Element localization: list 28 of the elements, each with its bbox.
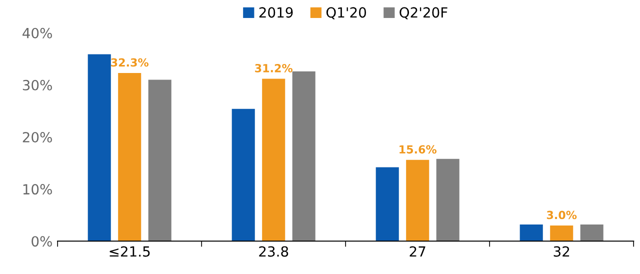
- data-label: 32.3%: [111, 58, 149, 67]
- bar: [550, 226, 574, 242]
- bar: [88, 54, 111, 242]
- bar: [406, 160, 430, 242]
- bar: [292, 71, 316, 242]
- bar: [520, 224, 543, 242]
- x-tick-label: 23.8: [259, 246, 288, 257]
- y-tick-label: 30%: [22, 80, 52, 90]
- y-tick-label: 10%: [23, 184, 52, 195]
- bar: [436, 158, 460, 242]
- y-tick-label: 20%: [22, 132, 52, 142]
- bar: [118, 72, 142, 242]
- legend-label: Q1'20: [326, 7, 366, 20]
- x-tick-label: ≤21.5: [110, 246, 150, 257]
- bar: [148, 80, 172, 242]
- legend-label: Q2'20F: [400, 7, 448, 20]
- bar: [232, 108, 255, 242]
- legend-label: 2019: [259, 7, 293, 18]
- bar: [580, 224, 604, 242]
- data-label: 3.0%: [546, 210, 577, 220]
- x-tick-label: 27: [410, 246, 426, 257]
- y-tick-label: 0%: [32, 236, 52, 247]
- bar: [262, 78, 286, 242]
- x-tick-label: 32: [554, 246, 570, 257]
- data-label: 15.6%: [400, 145, 437, 154]
- data-label: 31.2%: [255, 64, 293, 72]
- y-tick-label: 40%: [22, 28, 52, 38]
- bar: [376, 167, 399, 242]
